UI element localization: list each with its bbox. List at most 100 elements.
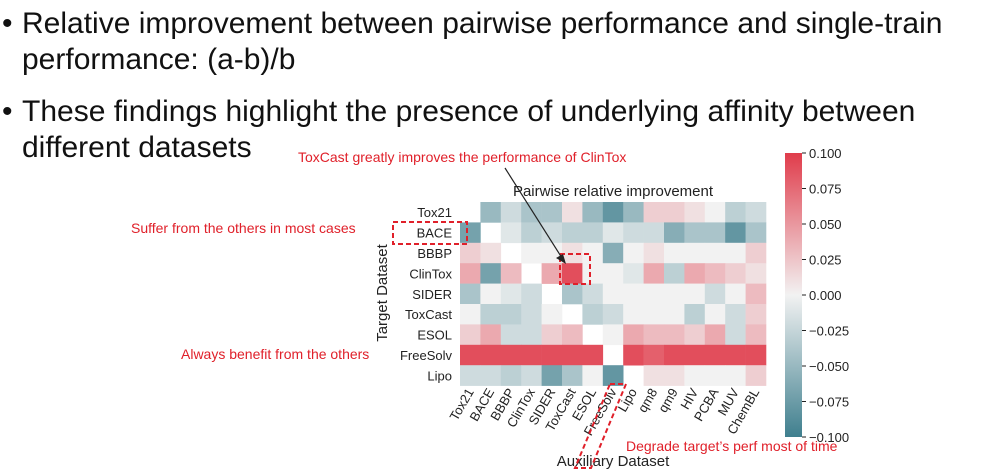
heatmap-cell xyxy=(500,304,522,325)
heatmap-cell xyxy=(460,242,481,264)
heatmap-cell xyxy=(684,344,706,366)
heatmap-cell xyxy=(725,242,746,264)
heatmap-cell xyxy=(602,242,624,264)
heatmap-cell xyxy=(664,222,685,244)
y-tick-label: FreeSolv xyxy=(400,348,453,363)
heatmap-cell xyxy=(623,283,644,305)
heatmap-cell xyxy=(562,324,583,346)
heatmap-cell xyxy=(664,324,685,346)
heatmap-cell xyxy=(480,263,502,284)
heatmap-cell xyxy=(643,263,665,284)
heatmap-cell xyxy=(480,202,502,223)
heatmap-cell xyxy=(623,324,644,346)
heatmap-cell xyxy=(460,222,481,244)
bullet-dot: • xyxy=(2,95,13,128)
heatmap-cell xyxy=(562,283,583,305)
heatmap-cell xyxy=(704,222,726,244)
heatmap-cell xyxy=(500,365,522,386)
heatmap-cell xyxy=(725,222,746,244)
y-axis-label: Target Dataset xyxy=(374,243,391,341)
heatmap-cell xyxy=(602,365,624,386)
heatmap-cell xyxy=(643,283,665,305)
heatmap-cell xyxy=(562,344,583,366)
heatmap-cell xyxy=(745,304,767,325)
freesolv-highlight-box xyxy=(573,383,628,469)
heatmap-cell xyxy=(704,365,726,386)
heatmap-cell xyxy=(704,242,726,264)
heatmap-cell xyxy=(480,365,502,386)
heatmap-cell xyxy=(745,242,767,264)
heatmap-cell xyxy=(460,324,481,346)
heatmap-cell xyxy=(521,202,542,223)
heatmap-cell xyxy=(460,365,481,386)
heatmap-cell xyxy=(664,344,685,366)
heatmap-cell xyxy=(500,324,522,346)
x-axis-label: Auxiliary Dataset xyxy=(557,453,670,470)
heatmap-cell xyxy=(582,283,604,305)
annotation-benefit: Always benefit from the others xyxy=(181,346,370,362)
heatmap-cell xyxy=(684,263,706,284)
heatmap-cells xyxy=(460,202,767,386)
heatmap-cell xyxy=(643,324,665,346)
heatmap-cell xyxy=(521,222,542,244)
heatmap-cell xyxy=(562,365,583,386)
clintox-highlight-box xyxy=(559,253,591,285)
y-tick-label: ESOL xyxy=(417,328,452,343)
heatmap-cell xyxy=(500,344,522,366)
y-tick-label: ToxCast xyxy=(405,307,452,322)
heatmap-cell xyxy=(704,344,726,366)
annotation-arrow-line xyxy=(504,167,563,259)
heatmap-cell xyxy=(643,222,665,244)
x-tick-labels: Tox21BACEBBBPClinToxSIDERToxCastESOLFree… xyxy=(446,385,762,438)
bullet-2-line-2: different datasets xyxy=(22,131,252,164)
colorbar-tick-label: −0.050 xyxy=(809,359,849,374)
colorbar-gradient xyxy=(785,153,802,437)
heatmap-cell xyxy=(704,263,726,284)
heatmap-cell xyxy=(521,324,542,346)
heatmap-cell xyxy=(460,304,481,325)
heatmap-cell xyxy=(562,263,583,284)
heatmap-cell xyxy=(582,202,604,223)
heatmap-cell xyxy=(684,242,706,264)
heatmap-cell xyxy=(664,263,685,284)
heatmap-cell xyxy=(745,324,767,346)
colorbar-tick-label: 0.075 xyxy=(809,182,842,197)
heatmap-cell xyxy=(582,222,604,244)
heatmap-cell xyxy=(602,304,624,325)
x-tick-label: qm8 xyxy=(635,386,661,415)
heatmap-cell xyxy=(582,242,604,264)
heatmap-cell xyxy=(460,283,481,305)
colorbar-tick-label: −0.025 xyxy=(809,324,849,339)
heatmap-cell xyxy=(643,242,665,264)
heatmap-cell xyxy=(745,202,767,223)
y-tick-label: BBBP xyxy=(417,246,452,261)
heatmap-cell xyxy=(745,365,767,386)
heatmap-cell xyxy=(623,202,644,223)
heatmap-cell xyxy=(480,283,502,305)
heatmap-cell xyxy=(684,222,706,244)
heatmap-cell xyxy=(562,202,583,223)
y-tick-label: Lipo xyxy=(427,368,452,383)
heatmap-cell xyxy=(541,324,563,346)
bullet-2: • These findings highlight the presence … xyxy=(0,94,1000,166)
heatmap-cell xyxy=(725,344,746,366)
annotation-toxcast: ToxCast greatly improves the performance… xyxy=(298,149,627,165)
heatmap-cell xyxy=(704,202,726,223)
heatmap-cell xyxy=(623,344,644,366)
heatmap-cell xyxy=(725,365,746,386)
heatmap-cell xyxy=(725,283,746,305)
heatmap-cell xyxy=(725,324,746,346)
heatmap-cell xyxy=(521,344,542,366)
heatmap-cell xyxy=(664,242,685,264)
bullet-1-line-2: performance: (a-b)/b xyxy=(22,43,296,76)
heatmap-cell xyxy=(643,365,665,386)
colorbar: 0.100 0.075 0.050 0.025 0.000 −0.025 −0.050 −0.… xyxy=(785,146,849,445)
heatmap-cell xyxy=(643,344,665,366)
heatmap-cell xyxy=(460,263,481,284)
y-tick-label: Tox21 xyxy=(417,205,452,220)
colorbar-tick-label: 0.000 xyxy=(809,288,842,303)
heatmap-cell xyxy=(500,222,522,244)
heatmap-cell xyxy=(664,283,685,305)
heatmap-cell xyxy=(602,283,624,305)
